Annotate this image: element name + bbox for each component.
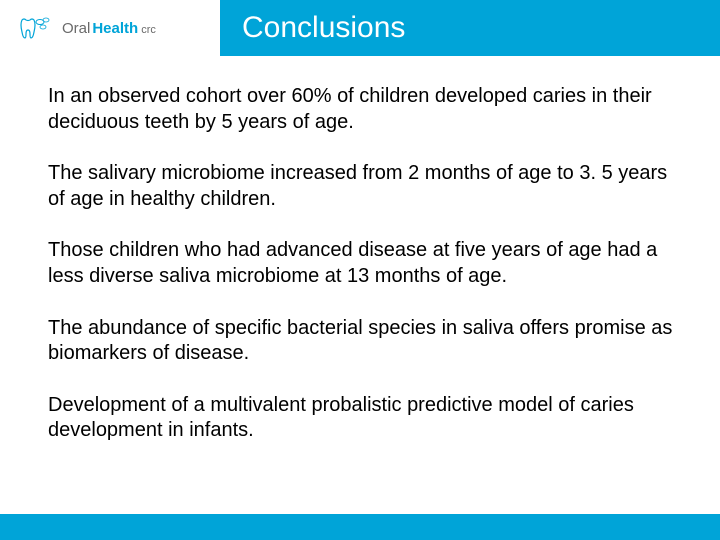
logo-text-health: Health	[92, 20, 138, 37]
logo-text: Oral Health crc	[62, 20, 156, 37]
slide-title: Conclusions	[220, 11, 405, 45]
logo-text-crc: crc	[141, 24, 156, 36]
logo-area: Oral Health crc	[0, 0, 220, 56]
conclusion-paragraph: The abundance of specific bacterial spec…	[48, 316, 678, 367]
footer-bar	[0, 514, 720, 540]
footer-white-gap	[0, 500, 720, 514]
tooth-logo-icon	[18, 14, 54, 42]
conclusion-paragraph: The salivary microbiome increased from 2…	[48, 161, 678, 212]
conclusion-paragraph: Those children who had advanced disease …	[48, 238, 678, 289]
conclusion-paragraph: In an observed cohort over 60% of childr…	[48, 84, 678, 135]
conclusion-paragraph: Development of a multivalent probalistic…	[48, 393, 678, 444]
logo-text-oral: Oral	[62, 20, 90, 37]
content-area: In an observed cohort over 60% of childr…	[0, 56, 720, 444]
header-bar: Oral Health crc Conclusions	[0, 0, 720, 56]
